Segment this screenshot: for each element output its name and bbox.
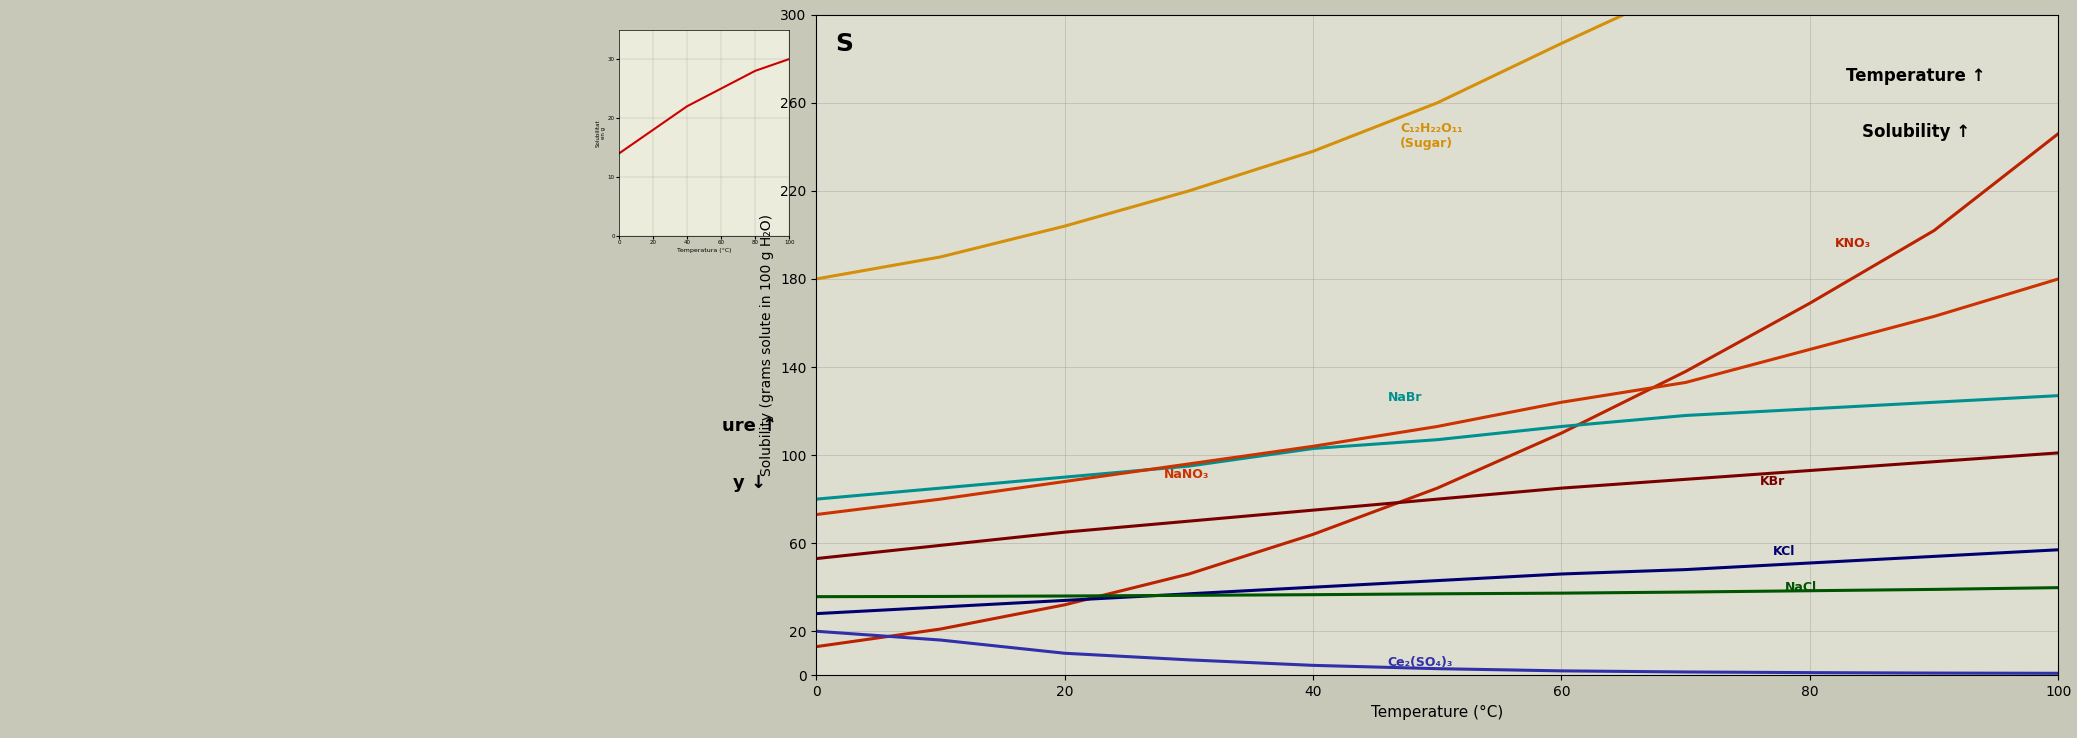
Text: y ↓: y ↓ [733,475,766,492]
Y-axis label: Solubilitat
en g: Solubilitat en g [596,119,606,147]
Text: KNO₃: KNO₃ [1834,237,1871,250]
Text: S: S [835,32,854,56]
Text: ure ↑: ure ↑ [723,417,777,435]
Text: Solubility ↑: Solubility ↑ [1861,123,1971,141]
Text: NaBr: NaBr [1387,391,1423,404]
Text: NaNO₃: NaNO₃ [1163,469,1209,481]
Text: KBr: KBr [1759,475,1786,488]
Y-axis label: Solubility (grams solute in 100 g H₂O): Solubility (grams solute in 100 g H₂O) [760,214,775,476]
Text: KCl: KCl [1772,545,1795,559]
X-axis label: Temperature (°C): Temperature (°C) [1371,705,1504,720]
Text: Temperature ↑: Temperature ↑ [1846,67,1986,86]
Text: C₁₂H₂₂O₁₁
(Sugar): C₁₂H₂₂O₁₁ (Sugar) [1400,122,1462,150]
X-axis label: Temperatura (°C): Temperatura (°C) [677,248,731,253]
Text: NaCl: NaCl [1784,581,1817,593]
Text: Ce₂(SO₄)₃: Ce₂(SO₄)₃ [1387,655,1454,669]
